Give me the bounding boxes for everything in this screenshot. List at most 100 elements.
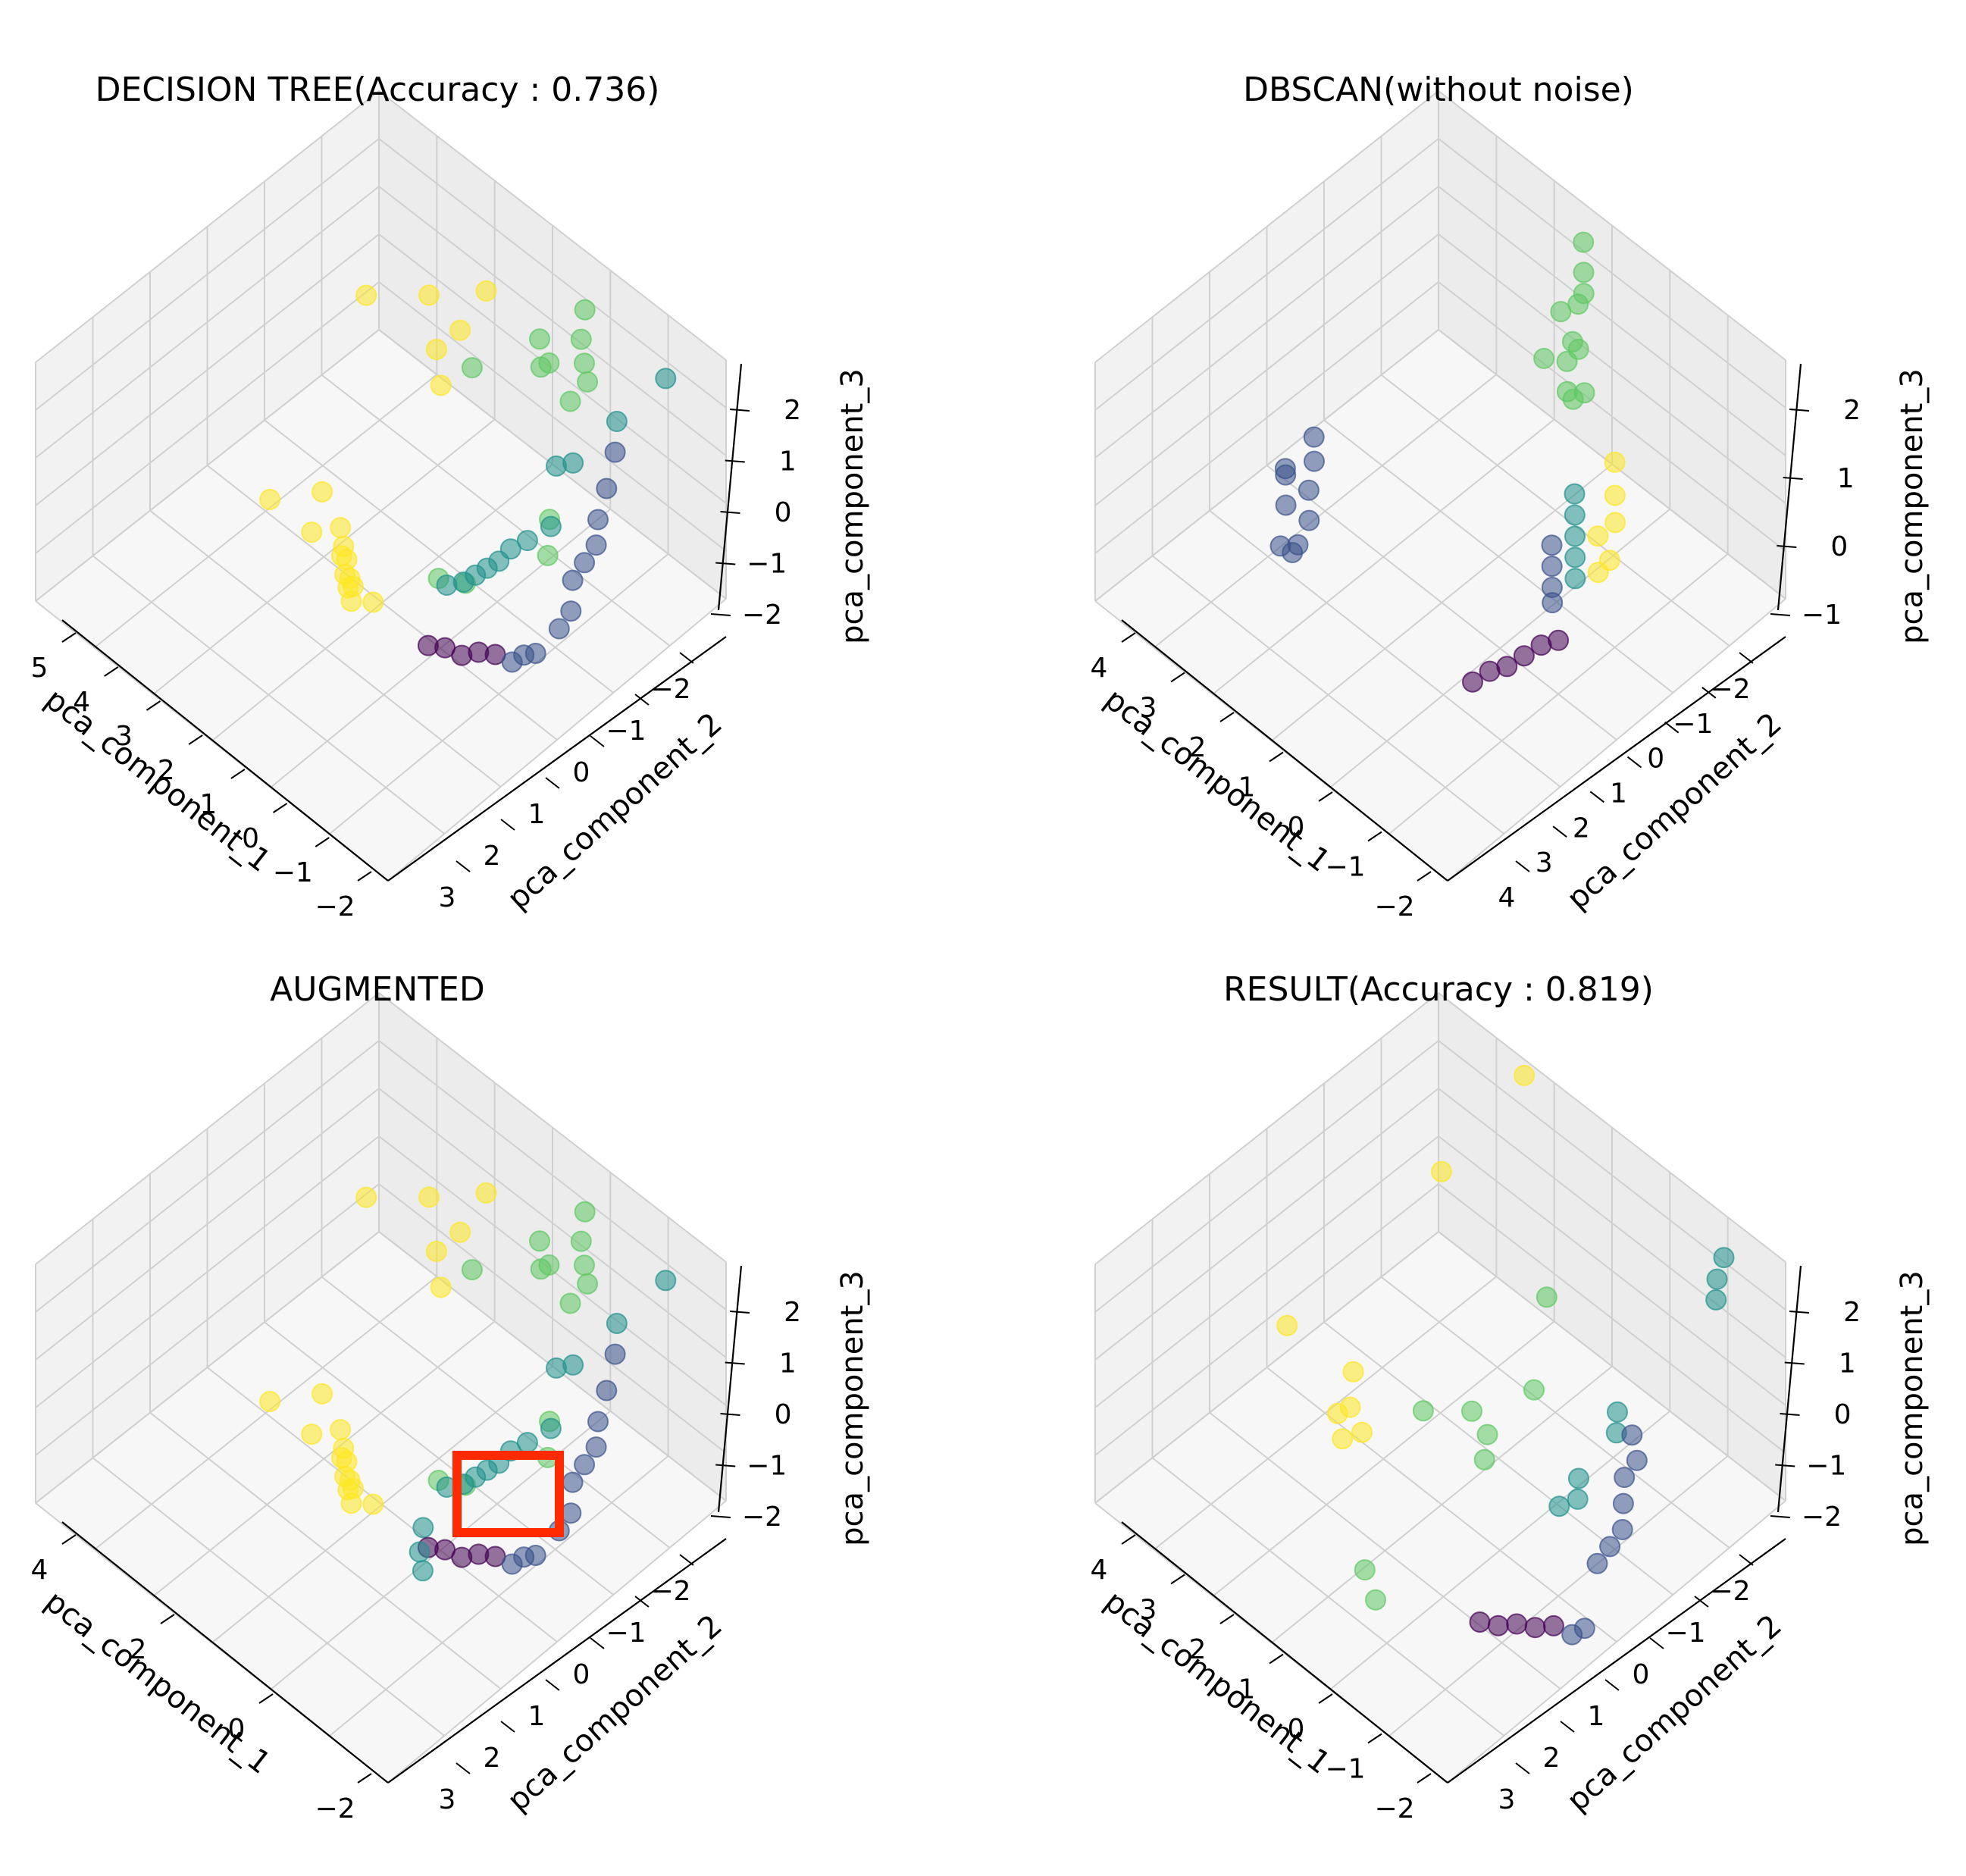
scatter-point	[362, 591, 384, 613]
scatter-point	[596, 1380, 618, 1402]
floor-pane	[1095, 1232, 1786, 1783]
scatter-point	[574, 299, 596, 321]
scatter-point	[1365, 1589, 1386, 1611]
scatter-point	[355, 284, 377, 306]
y-tick	[1739, 652, 1754, 664]
x-tick	[61, 1534, 77, 1545]
scatter-point	[1706, 1268, 1728, 1290]
scatter-point	[1567, 293, 1589, 315]
scatter-point	[501, 1553, 523, 1575]
scatter-point	[1564, 483, 1586, 505]
x-tick-label: −2	[1374, 1793, 1414, 1824]
scatter-point	[570, 1230, 592, 1252]
scatter-point	[562, 452, 584, 474]
x-tick-label: −1	[1325, 852, 1365, 883]
grid-line	[1447, 1500, 1786, 1784]
z-tick	[1784, 1361, 1805, 1365]
x-tick-label: 2	[1189, 732, 1207, 763]
scatter-point	[1564, 525, 1586, 547]
x-tick	[1318, 791, 1333, 802]
scatter-point	[1461, 1400, 1482, 1422]
z-tick-label: 2	[1843, 395, 1861, 426]
x-tick	[1269, 1653, 1284, 1665]
scatter-point	[330, 517, 352, 539]
grid-line	[1094, 89, 1786, 363]
x-tick	[1121, 1534, 1136, 1545]
x-tick-label: 1	[199, 789, 217, 820]
y-tick	[1515, 860, 1530, 872]
x-tick-label: 0	[1288, 1714, 1305, 1745]
z-axis-line	[1777, 363, 1802, 611]
z-tick-label: −2	[742, 600, 782, 631]
z-tick	[729, 409, 750, 412]
x-tick-label: 0	[1288, 812, 1305, 843]
scatter-point	[529, 328, 550, 350]
scatter-point	[1462, 671, 1483, 693]
scatter-point	[409, 1541, 430, 1563]
scatter-point	[1542, 592, 1564, 614]
scatter-point	[330, 1419, 352, 1441]
scatter-point	[560, 1502, 582, 1524]
scatter-point	[1536, 1286, 1557, 1308]
scatter-point	[587, 509, 609, 531]
x-tick-label: −1	[273, 857, 313, 888]
y-tick	[634, 1596, 650, 1608]
scatter-point	[418, 1186, 440, 1208]
scatter-point	[1586, 1552, 1608, 1574]
y-tick-label: 3	[439, 1784, 456, 1815]
y-tick-label: 0	[1633, 1659, 1650, 1690]
scatter-point	[1713, 1247, 1735, 1269]
z-tick-label: 1	[1837, 463, 1855, 494]
scatter-point	[1587, 525, 1609, 547]
y-tick-label: 3	[1498, 1784, 1516, 1815]
x-tick	[357, 871, 372, 882]
scatter-point	[606, 411, 628, 432]
scatter-point	[562, 1354, 584, 1376]
x-tick	[273, 803, 288, 813]
scatter-point	[412, 1517, 434, 1539]
scatter-point	[452, 572, 474, 593]
scatter-point	[430, 374, 452, 396]
z-tick	[1789, 409, 1810, 412]
x-tick-label: −2	[1374, 891, 1414, 922]
x-tick-label: −2	[315, 891, 355, 922]
y-tick	[545, 1679, 560, 1691]
y-axis-line	[1447, 636, 1786, 882]
scatter-points	[1276, 1064, 1735, 1646]
x-tick-label: 4	[31, 1555, 49, 1586]
z-tick	[1775, 1464, 1795, 1467]
scatter-point	[1513, 645, 1535, 667]
scatter-point	[418, 284, 440, 306]
x-tick	[1219, 712, 1235, 722]
scatter-point	[1524, 1617, 1546, 1639]
scatter-point	[259, 489, 281, 510]
scatter-point	[1626, 1449, 1648, 1471]
y-tick-label: 1	[1610, 778, 1627, 810]
z-axis-label: pca_component_3	[835, 1270, 870, 1546]
x-tick	[1170, 672, 1185, 683]
scatter-point	[570, 328, 592, 350]
scatter-point	[461, 1259, 483, 1281]
scatter-point	[548, 618, 570, 640]
scatter-point	[1604, 512, 1626, 534]
y-axis-line	[387, 636, 727, 882]
scatter-point	[1548, 1495, 1570, 1517]
scatter-point	[1541, 556, 1563, 578]
scatter-point	[1567, 338, 1589, 360]
scatter-point	[311, 1383, 333, 1405]
y-tick-label: −2	[1710, 1576, 1750, 1607]
x-tick	[230, 769, 246, 779]
x-axis-line	[1121, 619, 1448, 882]
z-tick	[729, 1311, 750, 1314]
scatter-point	[574, 352, 595, 374]
x-tick	[258, 1693, 274, 1704]
grid-line	[35, 185, 727, 459]
scatter-point	[1561, 1624, 1583, 1646]
y-tick	[590, 735, 605, 747]
x-tick-label: 2	[130, 1634, 147, 1665]
y-tick	[679, 1554, 694, 1566]
scatter-point	[1354, 1559, 1376, 1581]
z-tick	[1789, 1311, 1810, 1314]
scatter-point	[1326, 1402, 1348, 1424]
